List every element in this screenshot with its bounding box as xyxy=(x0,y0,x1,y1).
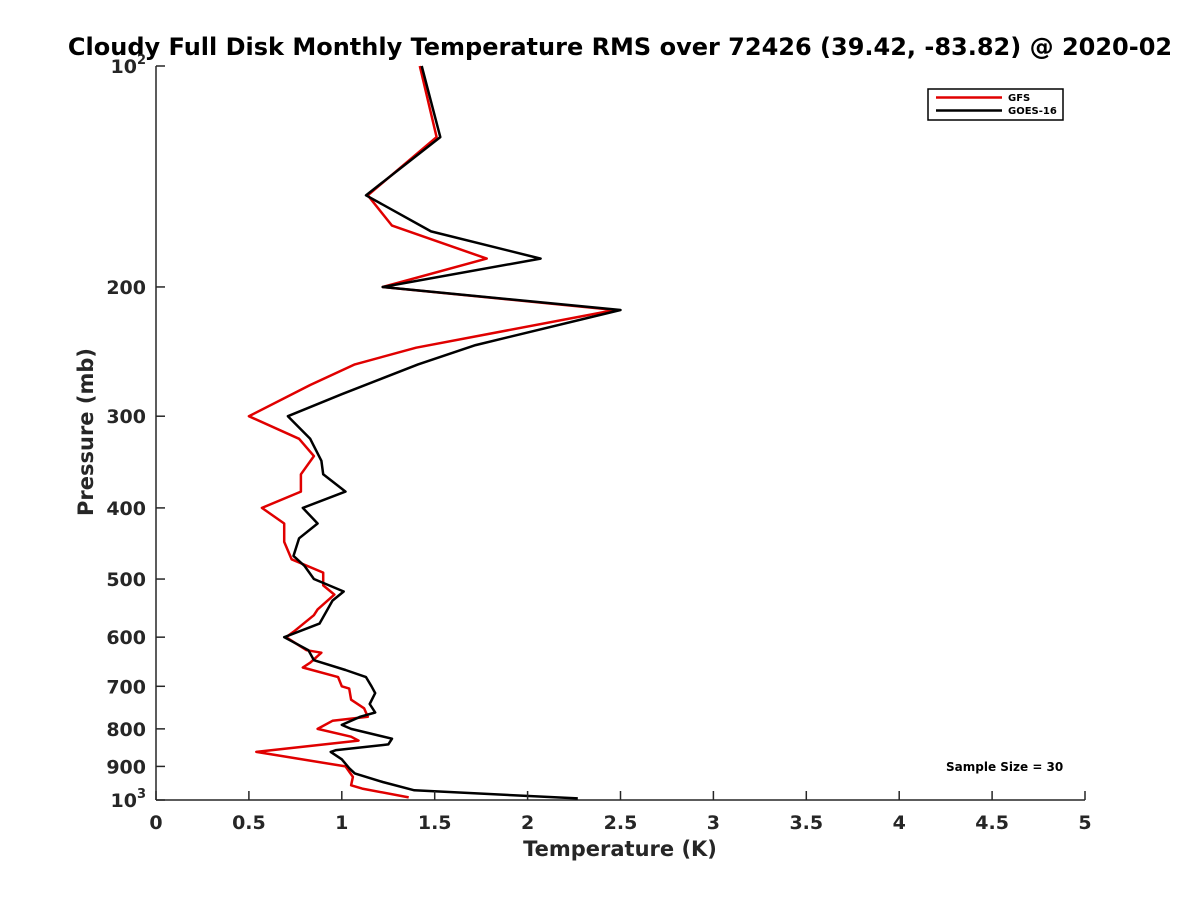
x-tick-label: 0.5 xyxy=(232,812,266,834)
x-tick-label: 4 xyxy=(893,812,906,834)
x-tick-label: 1.5 xyxy=(418,812,452,834)
ticks-layer: 0 0.5 1 1.5 2 2.5 3 3.5 4 4.5 5 102 200 300 400 500 600 7… xyxy=(106,53,1091,834)
y-tick-label: 800 xyxy=(106,719,146,741)
x-axis-label: Temperature (K) xyxy=(523,837,717,861)
y-tick-label: 200 xyxy=(106,277,146,299)
legend: GFS GOES-16 xyxy=(927,88,1064,121)
x-tick-label: 2 xyxy=(521,812,534,834)
sample-size-annotation: Sample Size = 30 xyxy=(946,760,1063,774)
y-tick-label: 900 xyxy=(106,756,146,778)
plot-axes xyxy=(155,66,1085,801)
y-tick-label: 102 xyxy=(111,53,147,78)
x-tick-label: 1 xyxy=(335,812,348,834)
y-tick-label: 300 xyxy=(106,406,146,428)
y-tick-label: 103 xyxy=(111,787,147,812)
series-layer xyxy=(247,65,622,800)
chart-title: Cloudy Full Disk Monthly Temperature RMS… xyxy=(68,33,1172,61)
x-tick-label: 3 xyxy=(707,812,720,834)
y-axis-label: Pressure (mb) xyxy=(74,348,98,516)
x-tick-label: 5 xyxy=(1078,812,1091,834)
x-tick-label: 0 xyxy=(149,812,162,834)
x-tick-label: 4.5 xyxy=(975,812,1009,834)
y-tick-label: 700 xyxy=(106,676,146,698)
legend-label-goes-16: GOES-16 xyxy=(1008,106,1057,117)
y-tick-label: 500 xyxy=(106,569,146,591)
legend-box xyxy=(927,88,1064,121)
series-line-gfs xyxy=(247,65,617,799)
series-line-goes-16 xyxy=(282,65,622,800)
x-tick-label: 3.5 xyxy=(789,812,823,834)
y-tick-label: 600 xyxy=(106,627,146,649)
y-tick-label: 400 xyxy=(106,498,146,520)
x-tick-label: 2.5 xyxy=(604,812,638,834)
legend-label-gfs: GFS xyxy=(1008,93,1030,104)
